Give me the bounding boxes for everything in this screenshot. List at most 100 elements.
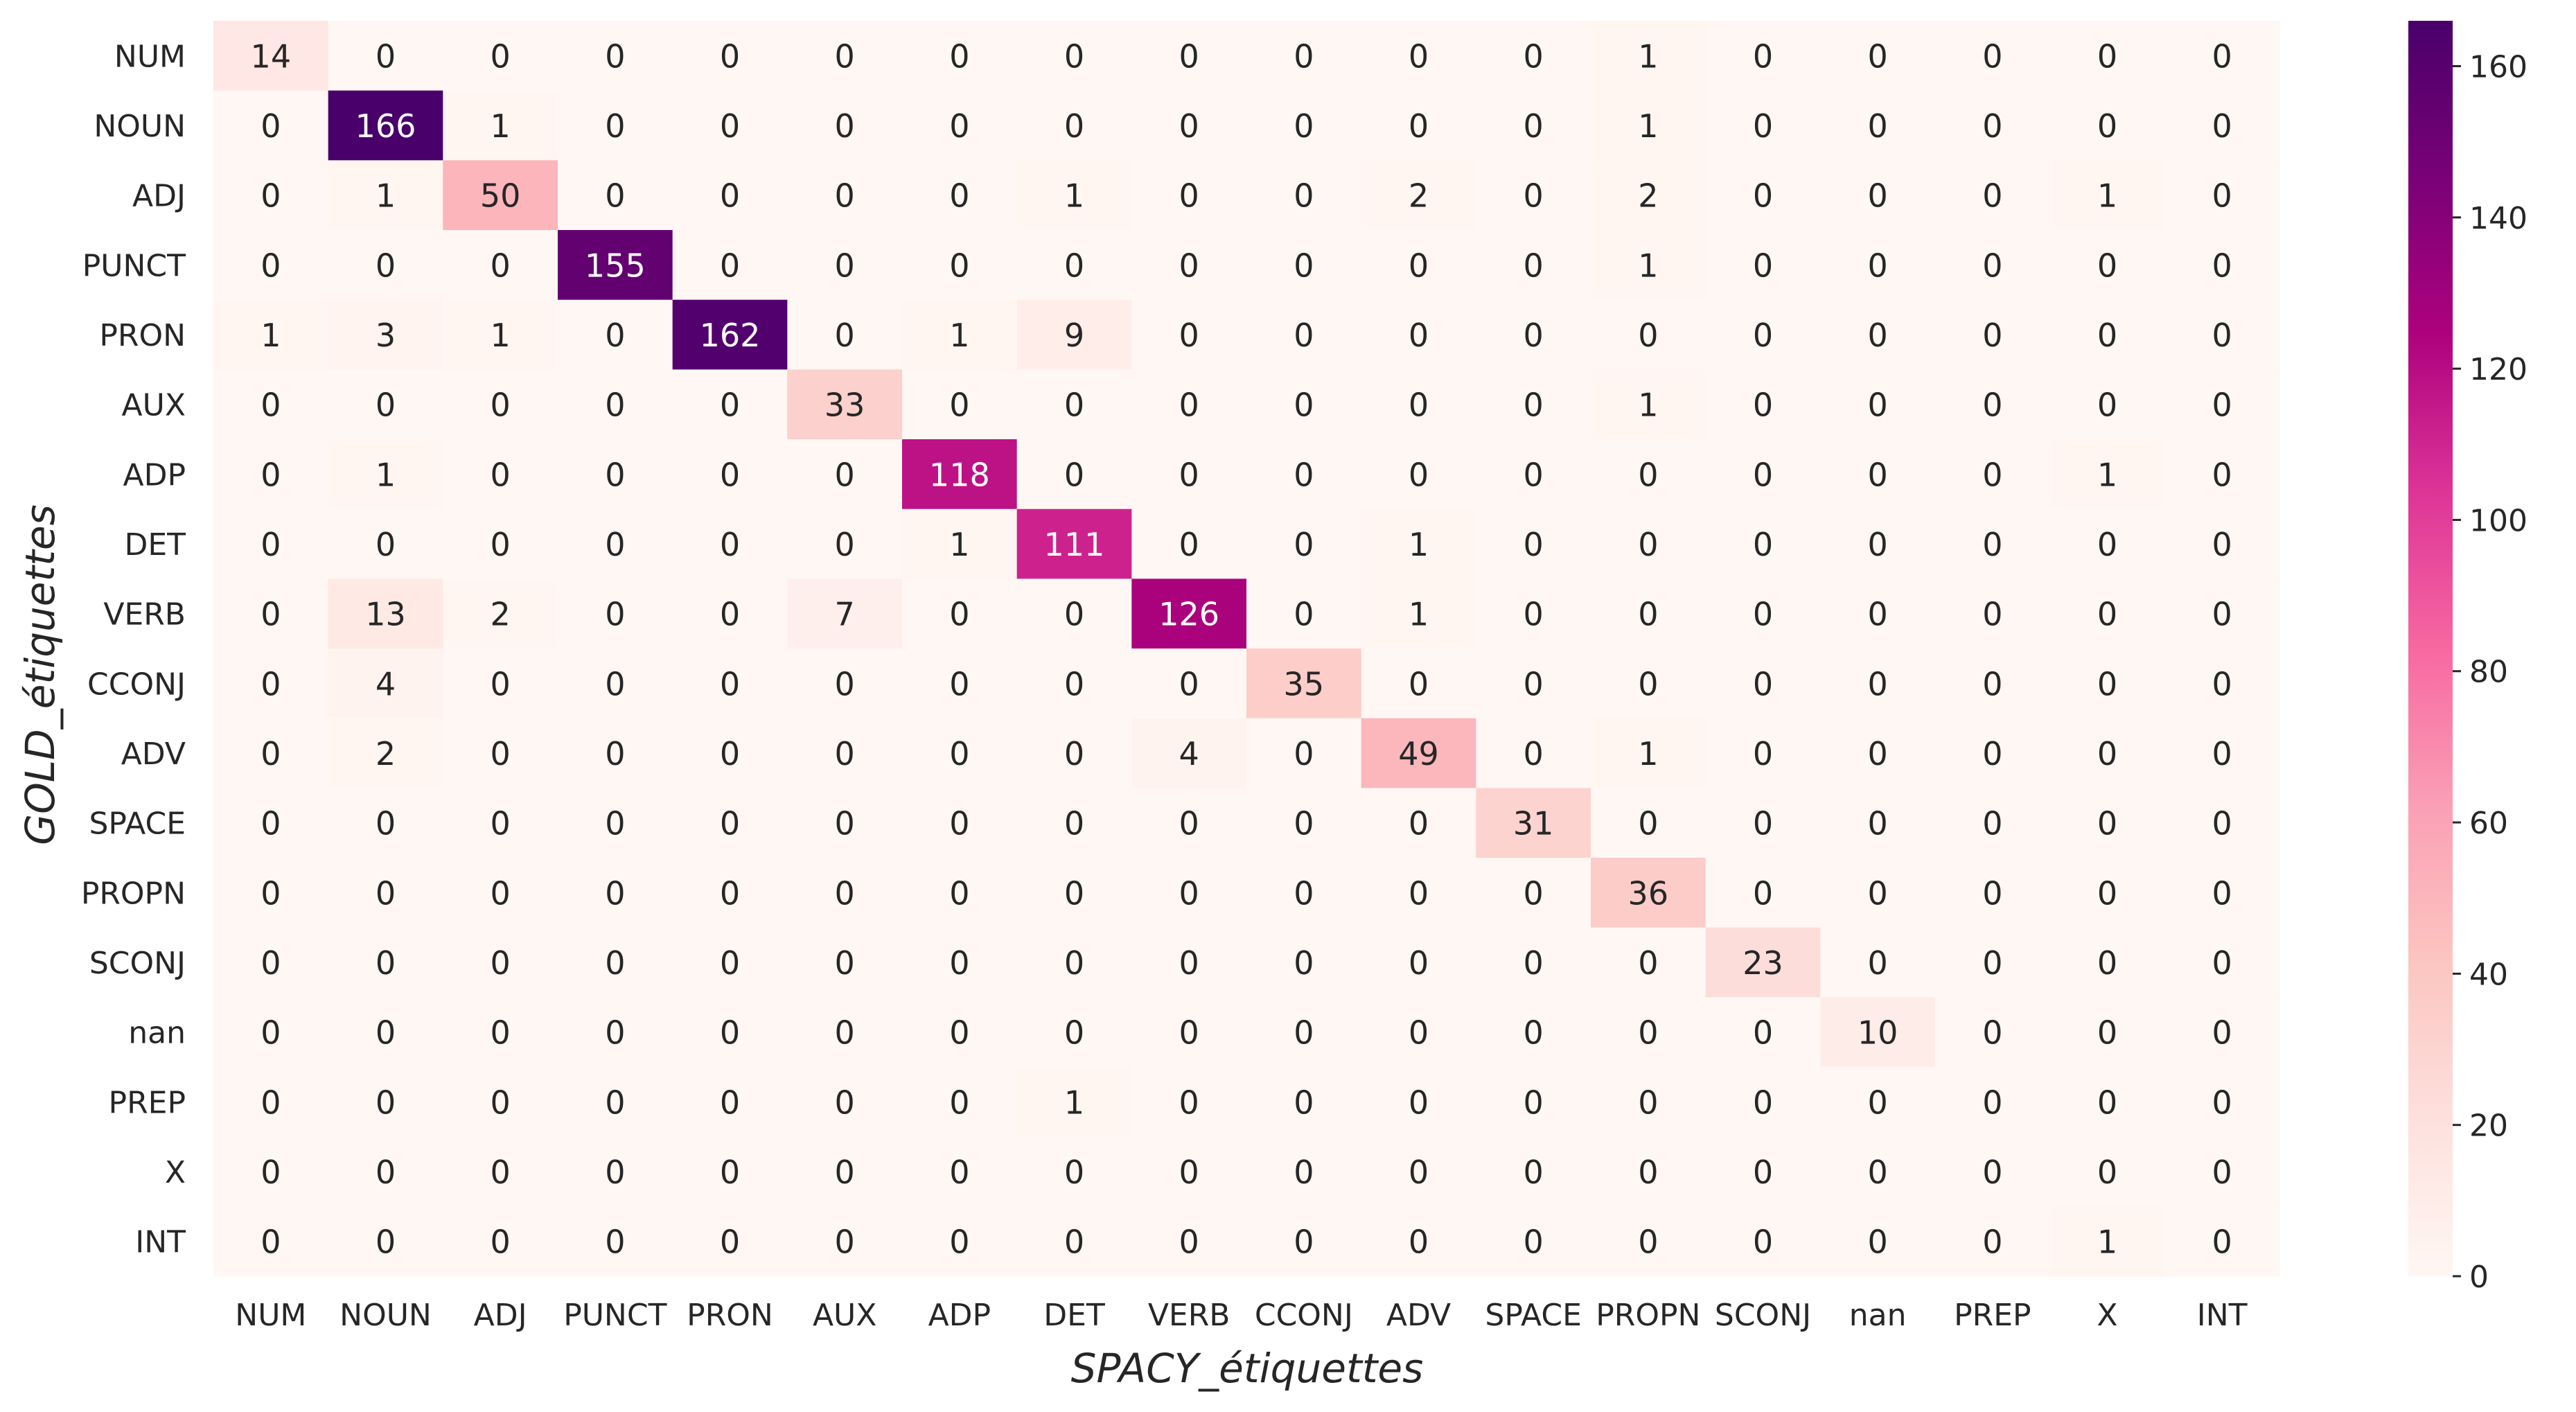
heatmap-cell [1016, 90, 1132, 161]
heatmap-cell [1361, 439, 1476, 510]
cell-value-label: 0 [376, 1224, 396, 1261]
heatmap-cell [328, 1067, 443, 1138]
heatmap-cell [1705, 1136, 1821, 1207]
heatmap-cell [1591, 509, 1706, 579]
cell-value-label: 0 [949, 387, 969, 424]
cell-value-label: 0 [1982, 317, 2002, 354]
heatmap-cell [902, 927, 1018, 998]
cell-value-label: 0 [1409, 1014, 1429, 1052]
y-tick-label: PROPN [81, 876, 186, 911]
heatmap-cell [1935, 439, 2051, 510]
heatmap-cell [1935, 718, 2051, 788]
cell-value-label: 0 [1982, 1084, 2002, 1121]
heatmap-cells [213, 21, 2280, 1277]
heatmap-cell [328, 997, 443, 1068]
cell-value-label: 0 [835, 1014, 855, 1052]
x-tick-label: DET [1043, 1298, 1105, 1333]
heatmap-cell [1935, 509, 2051, 579]
cell-value-label: 0 [376, 387, 396, 424]
heatmap-cell [2049, 1206, 2165, 1277]
y-tick-label: NOUN [94, 109, 186, 144]
heatmap-cell [558, 509, 673, 579]
heatmap-cell [1131, 439, 1247, 510]
x-tick-label: VERB [1148, 1298, 1230, 1333]
cell-value-label: 9 [1064, 317, 1084, 354]
heatmap-cell [1131, 369, 1247, 440]
cell-value-label: 0 [1868, 805, 1888, 842]
x-tick-label: ADV [1386, 1298, 1451, 1333]
heatmap-cell [672, 858, 788, 928]
heatmap-cell [2164, 648, 2280, 719]
cell-value-label: 0 [1868, 317, 1888, 354]
heatmap-cell [1016, 788, 1132, 858]
cell-value-label: 155 [585, 247, 646, 284]
heatmap-cell [787, 369, 903, 440]
cell-value-label: 4 [1179, 735, 1199, 773]
cell-value-label: 0 [949, 874, 969, 912]
cell-value-label: 0 [1294, 596, 1314, 633]
heatmap-cell [1131, 299, 1247, 370]
heatmap-cell [1705, 90, 1821, 161]
heatmap-cell [2049, 509, 2165, 579]
heatmap-cell [2049, 718, 2165, 788]
cell-value-label: 0 [949, 596, 969, 633]
cell-value-label: 0 [261, 596, 281, 633]
cell-value-label: 0 [2097, 665, 2117, 703]
heatmap-cell [328, 648, 443, 719]
cell-value-label: 0 [1409, 317, 1429, 354]
cell-value-label: 0 [376, 1014, 396, 1052]
heatmap-cell [1591, 21, 1706, 91]
heatmap-cell [1591, 439, 1706, 510]
cell-value-label: 0 [376, 247, 396, 284]
heatmap-cell [328, 21, 443, 91]
cell-value-label: 0 [1179, 874, 1199, 912]
cell-value-label: 0 [1294, 317, 1314, 354]
heatmap-cell [1131, 21, 1247, 91]
y-tick-label: PRON [99, 318, 186, 353]
cell-value-label: 0 [1179, 1154, 1199, 1191]
heatmap-cell [2164, 718, 2280, 788]
heatmap-cell [1820, 21, 1936, 91]
cell-value-label: 0 [1868, 247, 1888, 284]
cell-value-label: 111 [1044, 526, 1105, 563]
heatmap-cell [1591, 230, 1706, 301]
heatmap-cell [672, 90, 788, 161]
cell-value-label: 0 [2212, 805, 2232, 842]
cell-value-label: 1 [1064, 177, 1084, 215]
heatmap-cell [1820, 858, 1936, 928]
heatmap-cell [1361, 1136, 1476, 1207]
heatmap-cell [1246, 648, 1362, 719]
heatmap-cell [902, 230, 1018, 301]
heatmap-cell [1591, 299, 1706, 370]
cell-value-label: 0 [1064, 247, 1084, 284]
heatmap-cell [1820, 1136, 1936, 1207]
heatmap-cell [328, 90, 443, 161]
heatmap-cell [1246, 927, 1362, 998]
heatmap-cell [328, 718, 443, 788]
heatmap-cell [558, 230, 673, 301]
heatmap-cell [1361, 648, 1476, 719]
heatmap-cell [328, 1136, 443, 1207]
heatmap-cell [213, 788, 329, 858]
cell-value-label: 0 [1179, 1224, 1199, 1261]
heatmap-cell-labels: 14 0 0 0 0 0 0 0 0 0 0 0 1 0 0 0 0 00 166 1 0 0 0 0 0 0 0 0 0 1 0 0 0 0 00… [251, 37, 2232, 1260]
x-tick-label: ADP [928, 1298, 991, 1333]
cell-value-label: 0 [2212, 1084, 2232, 1121]
cell-value-label: 0 [1982, 37, 2002, 75]
cell-value-label: 0 [1294, 526, 1314, 563]
cell-value-label: 1 [1638, 387, 1658, 424]
x-tick-label: PROPN [1596, 1298, 1700, 1333]
cell-value-label: 0 [2097, 1154, 2117, 1191]
heatmap-cell [1131, 788, 1247, 858]
heatmap-cell [672, 1206, 788, 1277]
cell-value-label: 0 [1638, 1014, 1658, 1052]
heatmap-cell [1016, 648, 1132, 719]
cell-value-label: 3 [376, 317, 396, 354]
cell-value-label: 0 [491, 944, 511, 982]
heatmap-cell [1705, 509, 1821, 579]
cell-value-label: 0 [1638, 456, 1658, 493]
heatmap-cell [1705, 299, 1821, 370]
x-tick-label: nan [1849, 1298, 1907, 1333]
cell-value-label: 0 [1294, 805, 1314, 842]
cell-value-label: 0 [261, 247, 281, 284]
